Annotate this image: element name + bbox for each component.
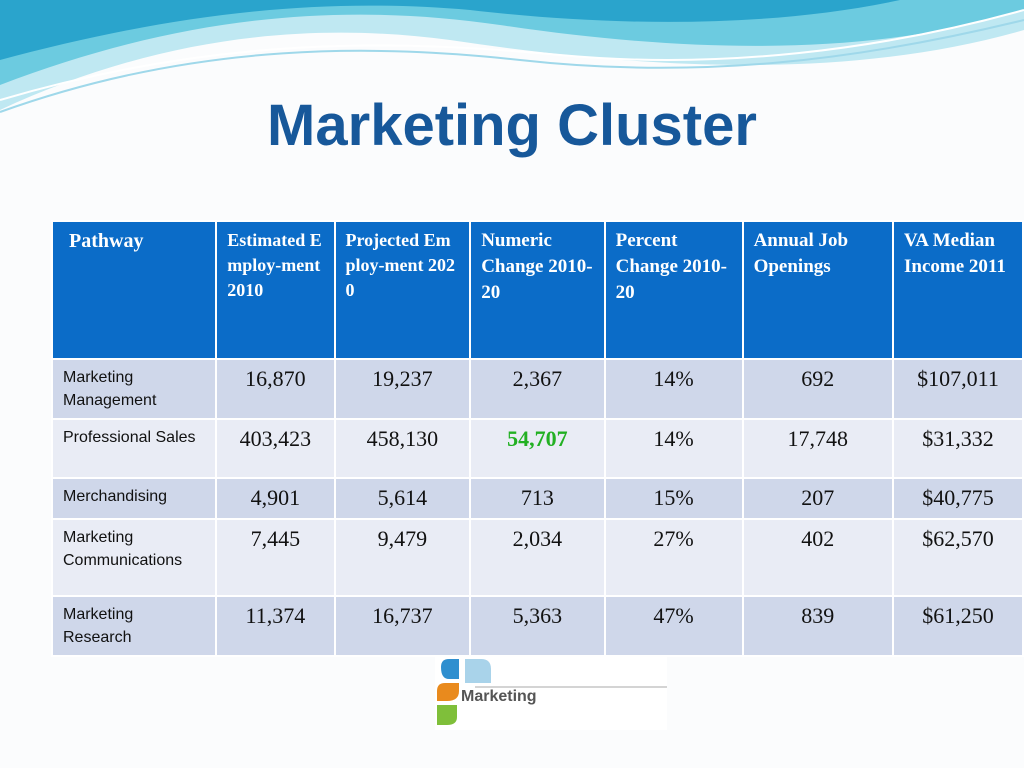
value-cell: 713 [471, 479, 604, 518]
value-cell: 2,367 [471, 360, 604, 418]
value-cell: $61,250 [894, 597, 1022, 655]
value-cell: 27% [605, 520, 742, 595]
value-cell: 11,374 [217, 597, 334, 655]
pathway-cell: Marketing Communications [53, 520, 216, 595]
value-cell: 54,707 [471, 420, 604, 477]
table-row: Merchandising 4,901 5,614 713 15% 207 $40,775 [53, 479, 1022, 518]
value-cell: 16,737 [335, 597, 470, 655]
pathway-cell: Merchandising [53, 479, 216, 518]
value-cell: $40,775 [894, 479, 1022, 518]
pathway-cell: Marketing Management [53, 360, 216, 418]
table-row: Marketing Research 11,374 16,737 5,363 47% 83… [53, 597, 1022, 655]
header-cell: Annual Job Openings [743, 222, 893, 358]
header-cell: Pathway [53, 222, 216, 358]
header-cell: Projected Employ-ment 2020 [335, 222, 470, 358]
wave-decoration [0, 0, 1024, 113]
value-cell: 17,748 [743, 420, 893, 477]
table-row: Marketing Communications 7,445 9,479 2,034 2… [53, 520, 1022, 595]
value-cell: 15% [605, 479, 742, 518]
header-cell: Numeric Change 2010-20 [471, 222, 604, 358]
value-cell: 5,614 [335, 479, 470, 518]
value-cell: 7,445 [217, 520, 334, 595]
value-cell: 402 [743, 520, 893, 595]
value-cell: 4,901 [217, 479, 334, 518]
value-cell: $107,011 [894, 360, 1022, 418]
value-cell: 5,363 [471, 597, 604, 655]
value-cell: 2,034 [471, 520, 604, 595]
value-cell: $31,332 [894, 420, 1022, 477]
value-cell: 458,130 [335, 420, 470, 477]
pathway-cell: Marketing Research [53, 597, 216, 655]
table-row: Marketing Management 16,870 19,237 2,367 14%… [53, 360, 1022, 418]
value-cell: 9,479 [335, 520, 470, 595]
logo-label: Marketing [461, 688, 537, 705]
header-row: Pathway Estimated Employ-ment 2010 Project… [53, 222, 1022, 358]
value-cell: 692 [743, 360, 893, 418]
value-cell: 207 [743, 479, 893, 518]
logo: Marketing [435, 655, 667, 730]
value-cell: 839 [743, 597, 893, 655]
value-cell: 16,870 [217, 360, 334, 418]
table-row: Professional Sales 403,423 458,130 54,707 14… [53, 420, 1022, 477]
value-cell: 403,423 [217, 420, 334, 477]
header-cell: Percent Change 2010-20 [605, 222, 742, 358]
value-cell: 14% [605, 420, 742, 477]
data-table: Pathway Estimated Employ-ment 2010 Project… [51, 220, 1024, 657]
header-cell: VA Median Income 2011 [894, 222, 1022, 358]
slide-title: Marketing Cluster [267, 93, 757, 158]
pathway-cell: Professional Sales [53, 420, 216, 477]
value-cell: 19,237 [335, 360, 470, 418]
value-cell: 47% [605, 597, 742, 655]
header-cell: Estimated Employ-ment 2010 [217, 222, 334, 358]
value-cell: 14% [605, 360, 742, 418]
value-cell: $62,570 [894, 520, 1022, 595]
